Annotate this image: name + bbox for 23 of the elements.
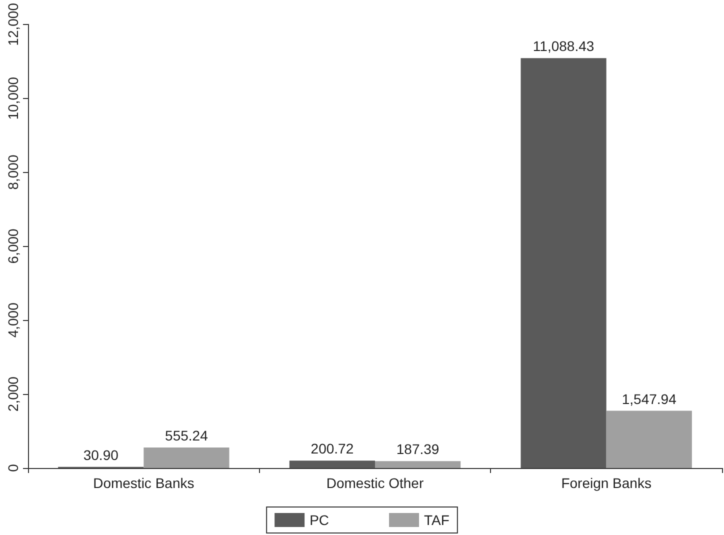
y-tick-label: 4,000: [5, 302, 21, 338]
data-label: 555.24: [165, 427, 208, 444]
y-tick-label: 2,000: [5, 376, 21, 412]
data-label: 30.90: [83, 446, 119, 463]
y-tick-label: 8,000: [5, 154, 21, 190]
bar: [375, 461, 461, 468]
y-tick-label: 6,000: [5, 228, 21, 264]
data-label: 1,547.94: [622, 390, 677, 407]
bar: [606, 410, 692, 468]
bar: [289, 460, 375, 468]
y-tick-label: 10,000: [5, 76, 21, 120]
bar: [144, 447, 230, 468]
y-tick-label: 0: [5, 464, 21, 472]
x-tick-label: Domestic Other: [326, 475, 424, 491]
data-label: 187.39: [396, 441, 440, 458]
legend-label: PC: [310, 512, 330, 528]
x-tick-label: Foreign Banks: [561, 475, 652, 491]
y-tick-label: 12,000: [5, 2, 21, 46]
x-tick-label: Domestic Banks: [93, 475, 194, 491]
legend-label: TAF: [424, 512, 450, 528]
bar: [520, 58, 606, 468]
data-label: 11,088.43: [532, 38, 594, 54]
data-label: 200.72: [310, 440, 354, 457]
